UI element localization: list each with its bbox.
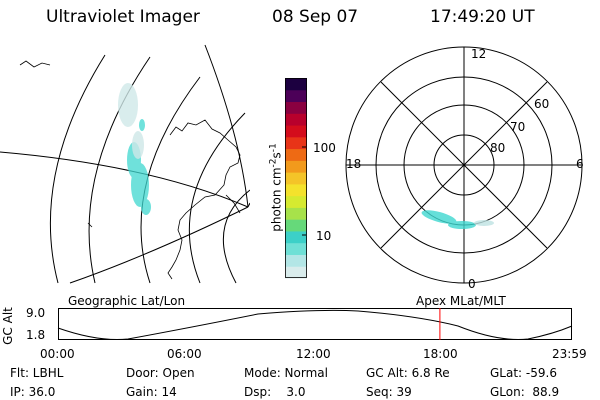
mlt-label-6: 6 [576, 157, 584, 171]
colorbar-tick-100: 100 [313, 141, 336, 155]
meridian-line [247, 202, 250, 208]
colorbar-step [285, 89, 307, 103]
colorbar-label: photon cm-2s-1 [269, 118, 284, 258]
colorbar-step [285, 254, 307, 267]
polar-plot [345, 46, 583, 284]
instrument-title: Ultraviolet Imager [46, 7, 200, 27]
x-tick-0600: 06:00 [167, 347, 202, 361]
colorbar-step [285, 207, 307, 220]
mlt-label-18: 18 [346, 157, 362, 171]
x-tick-1800: 18:00 [423, 347, 458, 361]
lat-label-70: 70 [510, 120, 526, 134]
seq-info: Seq: 39 [366, 385, 412, 399]
meridian-line [69, 206, 249, 284]
colorbar-step [285, 242, 307, 255]
colorbar-label-s: s [269, 152, 284, 159]
mlt-label-0: 0 [468, 277, 476, 291]
mlt-label-12: 12 [471, 47, 487, 61]
colorbar-label-unit: photon cm [269, 167, 284, 232]
colorbar-step [285, 160, 307, 173]
latitude-arc [188, 112, 246, 284]
coastline [167, 119, 241, 280]
glon-info: GLon: 88.9 [490, 385, 560, 399]
geographic-map [0, 44, 250, 284]
colorbar-label-exp1: -2 [268, 158, 279, 168]
filter-info: Flt: LBHL [10, 366, 64, 380]
date-label: 08 Sep 07 [272, 7, 359, 27]
colorbar-step [285, 78, 307, 91]
colorbar-step [285, 195, 307, 208]
colorbar-step [285, 219, 307, 232]
x-tick-0000: 00:00 [40, 347, 75, 361]
timeline-left-caption: Geographic Lat/Lon [68, 294, 186, 308]
door-info: Door: Open [126, 366, 195, 380]
polar-diagonal [380, 81, 548, 249]
lat-label-80: 80 [490, 141, 506, 155]
colorbar-step [285, 136, 307, 150]
colorbar-step [285, 183, 307, 197]
aurora-emission [127, 119, 151, 215]
glat-info: GLat: -59.6 [490, 366, 557, 380]
colorbar-step [285, 125, 307, 138]
ip-info: IP: 36.0 [10, 385, 56, 399]
mode-info: Mode: Normal [244, 366, 328, 380]
dsp-info: Dsp: 3.0 [244, 385, 306, 399]
lat-label-60: 60 [534, 97, 550, 111]
colorbar [285, 78, 307, 279]
gain-info: Gain: 14 [126, 385, 177, 399]
latitude-arc [49, 54, 106, 284]
coastline [225, 194, 241, 214]
colorbar-step [285, 101, 307, 114]
polar-aurora [421, 210, 494, 229]
time-label: 17:49:20 UT [430, 7, 535, 27]
colorbar-step [285, 113, 307, 126]
altitude-curve [57, 309, 573, 340]
colorbar-step [285, 148, 307, 161]
colorbar-step [285, 172, 307, 185]
meridian-line [0, 151, 249, 208]
timeline-plot [57, 308, 573, 340]
latitude-arc [223, 189, 250, 284]
timeline-y-axis-label: GC Alt [0, 307, 15, 345]
timeline-y-tick-min: 1.8 [26, 328, 46, 342]
x-tick-1200: 12:00 [296, 347, 331, 361]
x-tick-2359: 23:59 [552, 347, 587, 361]
gc-alt-info: GC Alt: 6.8 Re [366, 366, 450, 380]
aurora-faint [118, 83, 144, 159]
coastline [19, 60, 51, 68]
timeline-y-tick-max: 9.0 [26, 306, 46, 320]
colorbar-step [285, 230, 307, 244]
meridian-line [204, 44, 249, 208]
colorbar-step [285, 266, 307, 279]
colorbar-tick-10: 10 [316, 229, 332, 243]
timeline-right-caption: Apex MLat/MLT [416, 294, 506, 308]
coastline [87, 222, 93, 228]
colorbar-label-exp2: -1 [268, 143, 279, 153]
